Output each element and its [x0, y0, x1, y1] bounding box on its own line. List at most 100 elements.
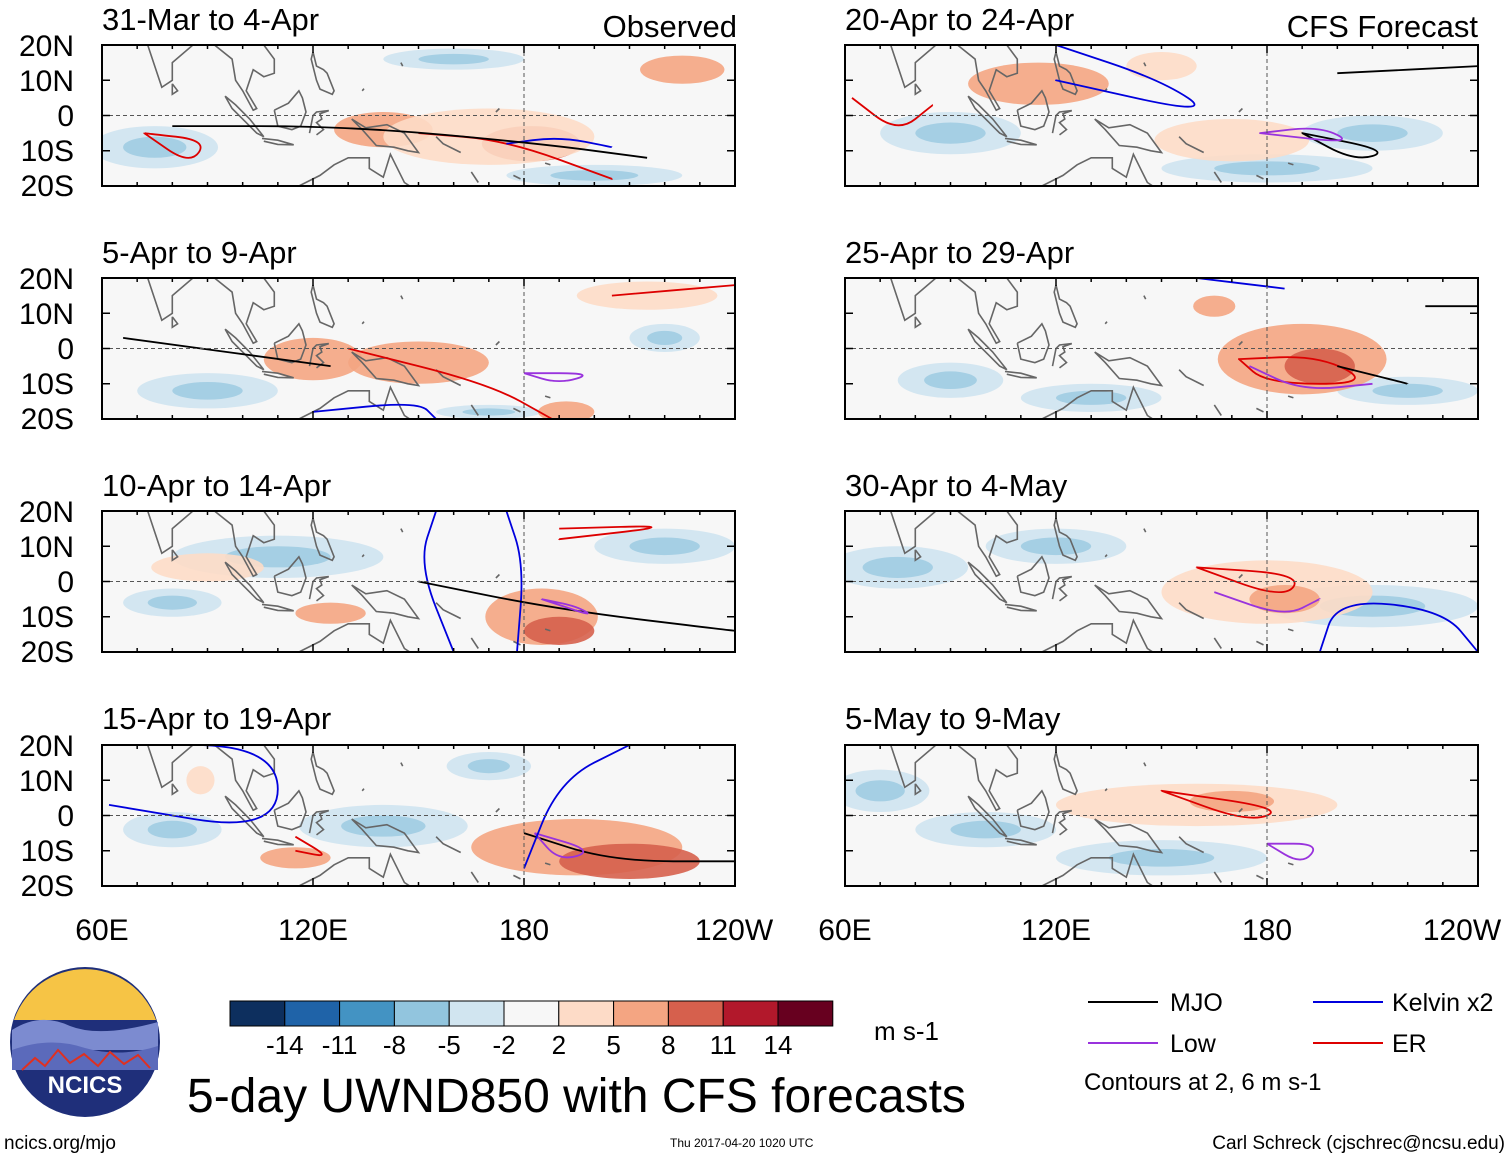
- panel-title-2: 5-Apr to 9-Apr: [102, 235, 297, 270]
- easterly-anomaly-core: [341, 815, 426, 837]
- coastline: [889, 45, 938, 89]
- coastline: [361, 554, 365, 558]
- legend-label-kelvin: Kelvin x2: [1392, 989, 1493, 1017]
- colorbar-swatch: [667, 1000, 724, 1027]
- wave-contour: [1318, 602, 1478, 652]
- wave-contour: [540, 598, 589, 615]
- coastline: [308, 575, 330, 602]
- wave-contour: [1195, 566, 1296, 593]
- map-area: [102, 745, 735, 886]
- wave-contour: [172, 125, 648, 159]
- coastline: [308, 342, 330, 369]
- coastline: [470, 404, 479, 416]
- westerly-anomaly-area: [295, 602, 366, 624]
- colorbar-swatch: [284, 1000, 341, 1027]
- coastline: [224, 328, 265, 371]
- coastline: [261, 837, 294, 846]
- coastline: [146, 45, 195, 89]
- coastline: [1094, 351, 1164, 387]
- coastline: [889, 511, 938, 555]
- wave-contour: [611, 284, 735, 297]
- colorbar-swatch: [722, 1000, 779, 1027]
- lat-label: 20S: [21, 870, 74, 903]
- coastline: [1238, 107, 1243, 113]
- panel-forecast-3: [844, 510, 1479, 653]
- coastline: [1213, 404, 1222, 416]
- westerly-anomaly-area: [383, 108, 595, 165]
- coastline: [470, 871, 479, 883]
- easterly-anomaly-core: [147, 820, 197, 839]
- easterly-anomaly-core: [467, 759, 510, 774]
- lat-label: 0: [57, 566, 74, 599]
- easterly-anomaly-core: [862, 556, 933, 578]
- map-area: [102, 511, 735, 652]
- coastline: [967, 95, 1008, 138]
- coastline: [1104, 554, 1108, 558]
- coastline: [297, 852, 412, 886]
- westerly-anomaly-area: [1126, 52, 1197, 81]
- main-title: 5-day UWND850 with CFS forecasts: [187, 1070, 966, 1123]
- coastline: [956, 45, 1019, 112]
- coastline: [1016, 322, 1050, 364]
- coastline: [171, 316, 179, 329]
- westerly-anomaly-area: [151, 553, 264, 582]
- coastline: [1040, 618, 1155, 652]
- map-area: [845, 745, 1478, 886]
- westerly-anomaly-area: [640, 55, 725, 84]
- coastline: [361, 321, 365, 325]
- easterly-anomaly-core: [550, 170, 639, 181]
- coastline: [544, 162, 551, 166]
- coastline: [1094, 118, 1164, 154]
- lon-labels-left: 60E 120E 180 120W: [75, 914, 774, 947]
- coastline: [956, 745, 1019, 812]
- westerly-anomaly-area: [559, 843, 700, 879]
- westerly-anomaly-area: [1154, 119, 1310, 162]
- colorbar-swatch: [229, 1000, 286, 1027]
- coastline: [1143, 528, 1147, 533]
- panel-observed-4: [101, 744, 736, 887]
- wave-contour: [143, 132, 202, 159]
- panel-forecast-4: [844, 744, 1479, 887]
- colorbar-tick-label: 11: [710, 1030, 737, 1060]
- map-area: [845, 45, 1478, 186]
- westerly-anomaly-area: [524, 616, 595, 645]
- lat-label: 10N: [19, 298, 74, 331]
- lat-label: 10N: [19, 765, 74, 798]
- easterly-anomaly-core: [172, 381, 243, 400]
- forecast-label: CFS Forecast: [1287, 9, 1479, 44]
- coastline: [146, 511, 195, 555]
- coastline: [400, 295, 404, 300]
- westerly-anomaly-area: [1193, 295, 1236, 317]
- coastline: [400, 62, 404, 67]
- coastline: [361, 788, 365, 792]
- westerly-anomaly-area: [348, 341, 489, 384]
- coastline: [310, 51, 335, 96]
- coastline: [544, 628, 551, 632]
- coastline: [310, 751, 335, 796]
- observed-label: Observed: [603, 9, 737, 44]
- lat-label: 10N: [19, 531, 74, 564]
- coastline: [1094, 584, 1164, 620]
- coastline: [495, 340, 500, 346]
- coastline: [1004, 370, 1037, 379]
- coastline: [224, 95, 265, 138]
- coastline: [1051, 342, 1073, 369]
- easterly-anomaly-core: [950, 820, 1021, 839]
- coastline: [261, 603, 294, 612]
- footer-timestamp: Thu 2017-04-20 1020 UTC: [670, 1136, 814, 1150]
- wave-contour: [108, 745, 279, 824]
- lat-label: 0: [57, 800, 74, 833]
- easterly-anomaly-core: [462, 408, 516, 416]
- coastline: [1053, 51, 1078, 96]
- colorbar-swatch: [448, 1000, 505, 1027]
- wave-contour: [506, 137, 613, 149]
- coastline: [273, 555, 307, 597]
- easterly-anomaly-core: [1108, 848, 1215, 867]
- coastline: [435, 369, 462, 387]
- coastline: [1178, 602, 1205, 620]
- coastline: [310, 284, 335, 329]
- easterly-anomaly-core: [915, 122, 986, 144]
- lon-label: 120W: [1423, 914, 1502, 947]
- coastline: [435, 136, 462, 154]
- coastline: [1178, 136, 1205, 154]
